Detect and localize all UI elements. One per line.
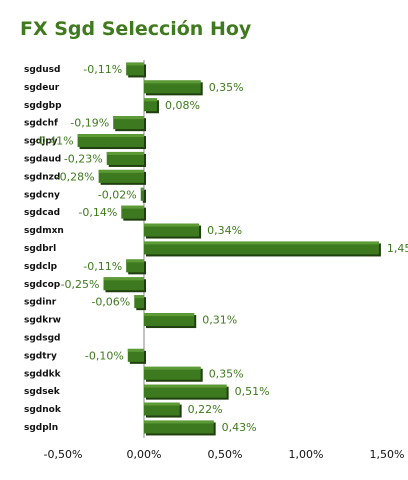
value-label: -0,11%: [83, 63, 122, 76]
value-label: -0,19%: [70, 117, 109, 130]
bar: [103, 277, 144, 291]
x-tick-label: 1,00%: [289, 448, 324, 461]
value-label: -0,11%: [83, 260, 122, 273]
bar-highlight: [121, 205, 144, 209]
value-label: -0,06%: [91, 296, 130, 309]
x-tick-label: 1,50%: [370, 448, 405, 461]
category-label: sgdusd: [24, 65, 60, 75]
value-label: -0,41%: [35, 135, 74, 148]
value-label: 0,31%: [202, 314, 237, 327]
category-label: sgdgbp: [24, 101, 62, 111]
bar: [121, 205, 144, 219]
chart-title: FX Sgd Selección Hoy: [20, 18, 252, 40]
value-label: -0,28%: [56, 170, 95, 183]
value-label: 0,51%: [235, 385, 270, 398]
bar: [98, 169, 144, 183]
value-label: 1,45%: [387, 242, 408, 255]
bar-highlight: [98, 169, 144, 173]
bar-highlight: [134, 295, 144, 299]
bar: [144, 241, 379, 255]
category-label: sgdnok: [24, 405, 62, 415]
bar-highlight: [127, 348, 144, 352]
bar: [144, 420, 214, 434]
value-label: 0,08%: [165, 99, 200, 112]
category-label: sgdsgd: [24, 333, 60, 343]
value-label: 0,35%: [209, 367, 244, 380]
category-label: sgdnzd: [24, 172, 60, 182]
bar-highlight: [144, 402, 180, 406]
value-label: 0,22%: [188, 403, 223, 416]
bar-highlight: [144, 241, 379, 245]
bar: [144, 313, 195, 327]
bar-highlight: [126, 259, 144, 263]
bar: [126, 259, 144, 273]
value-label: -0,23%: [64, 152, 103, 165]
bar: [144, 98, 157, 112]
value-label: -0,25%: [61, 278, 100, 291]
bar-highlight: [126, 62, 144, 66]
x-tick-label: 0,00%: [127, 448, 162, 461]
bar-highlight: [144, 420, 214, 424]
category-label: sgdtry: [24, 351, 57, 361]
bar: [144, 223, 200, 237]
category-label: sgdbrl: [24, 244, 56, 254]
category-label: sgdmxn: [24, 226, 64, 236]
category-label: sgdcad: [24, 208, 60, 218]
bar-highlight: [144, 98, 157, 102]
bar: [144, 80, 201, 94]
x-tick-label: 0,50%: [208, 448, 243, 461]
bar: [113, 116, 144, 130]
bar: [77, 134, 144, 148]
value-label: 0,35%: [209, 81, 244, 94]
bar: [140, 187, 144, 201]
category-label: sgdclp: [24, 262, 58, 272]
category-label: sgdcny: [24, 190, 60, 200]
bar: [144, 384, 227, 398]
category-label: sgdeur: [24, 83, 60, 93]
category-label: sgdkrw: [24, 316, 61, 326]
category-label: sgdinr: [24, 298, 57, 308]
value-label: -0,10%: [85, 349, 124, 362]
category-label: sgdchf: [24, 119, 58, 129]
category-label: sgdaud: [24, 154, 61, 164]
bar-highlight: [144, 80, 201, 84]
bar-shadow: [142, 189, 146, 203]
category-label: sgdcop: [24, 280, 61, 290]
bar-highlight: [144, 313, 195, 317]
value-label: -0,02%: [98, 188, 137, 201]
bar: [134, 295, 144, 309]
value-label: -0,14%: [78, 206, 117, 219]
bar: [144, 366, 201, 380]
category-label: sgdjpy: [24, 137, 58, 147]
bar-highlight: [144, 366, 201, 370]
bar: [106, 151, 144, 165]
category-label: sgddkk: [24, 369, 62, 379]
bar-highlight: [103, 277, 144, 281]
bar-highlight: [77, 134, 144, 138]
bar: [144, 402, 180, 416]
bar: [126, 62, 144, 76]
bar-highlight: [144, 223, 200, 227]
x-tick-label: -0,50%: [44, 448, 83, 461]
value-label: 0,34%: [207, 224, 242, 237]
bar-highlight: [144, 384, 227, 388]
bar-highlight: [113, 116, 144, 120]
bar-highlight: [106, 151, 144, 155]
value-label: 0,43%: [222, 421, 257, 434]
category-label: sgdpln: [24, 423, 58, 433]
bar-highlight: [140, 187, 144, 191]
category-label: sgdsek: [24, 387, 61, 397]
bar: [127, 348, 144, 362]
